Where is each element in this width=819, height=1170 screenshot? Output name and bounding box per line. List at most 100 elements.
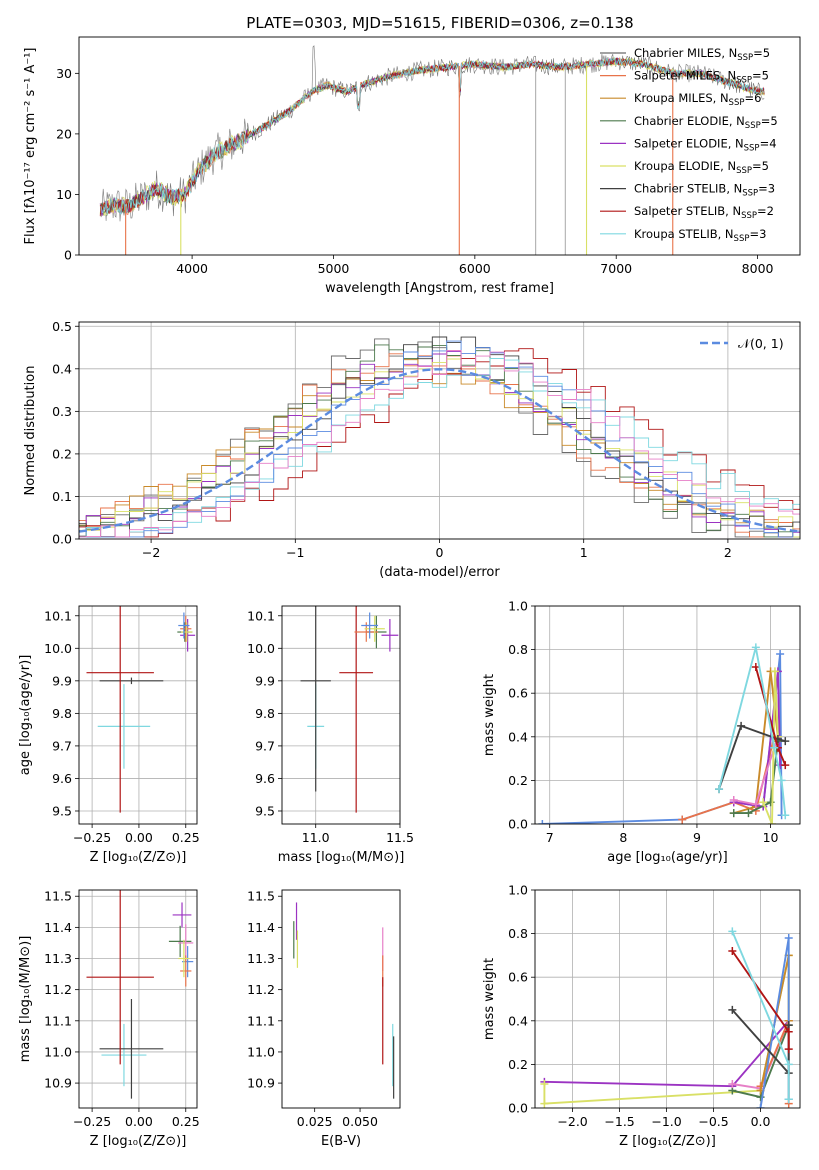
y-tick-label: 11.2 <box>247 982 275 997</box>
y-axis-label: mass weight <box>482 674 497 756</box>
weight-marker <box>715 785 724 794</box>
x-tick-label: 11.0 <box>302 830 330 845</box>
errorbar-point <box>339 606 374 813</box>
errorbar-point <box>97 684 151 769</box>
axes-frame <box>281 605 401 825</box>
weight-marker <box>678 815 687 824</box>
y-tick-label: 9.9 <box>255 673 275 688</box>
weight-series <box>542 653 783 824</box>
y-tick-label: 1.0 <box>508 883 528 898</box>
legend-label: Chabrier ELODIE, NSSP=5 <box>634 114 778 131</box>
x-tick-label: 6000 <box>459 261 491 276</box>
axes-frame <box>534 605 801 825</box>
weight-marker <box>784 1095 793 1104</box>
y-tick-label: 9.8 <box>255 706 275 721</box>
x-tick-label: 10 <box>763 830 779 845</box>
y-tick-label: 20 <box>56 126 72 141</box>
weight-series <box>759 937 790 1108</box>
y-tick-label: 11.1 <box>247 1013 275 1028</box>
x-tick-label: −1.5 <box>604 1114 634 1129</box>
weight-marker <box>781 811 790 820</box>
y-tick-label: 11.5 <box>247 889 275 904</box>
y-tick-label: 1.0 <box>508 599 528 614</box>
weight-marker <box>729 809 738 818</box>
weight-marker <box>770 667 779 676</box>
weight-marker <box>759 798 768 807</box>
x-axis-label: age [log₁₀(age/yr)] <box>607 850 728 865</box>
x-tick-label: 2 <box>724 545 732 560</box>
panel-age_vs_Z: −0.25 0.00 0.25 9.5 9.6 9.7 9.8 9.9 10.0 10.1 Z [l… <box>18 605 200 865</box>
weight-marker <box>770 743 779 752</box>
errorbar-point <box>178 612 190 639</box>
y-tick-label: 0.6 <box>508 970 528 985</box>
x-axis-label: Z [log₁₀(Z/Z⊙)] <box>90 850 187 865</box>
y-tick-label: 9.7 <box>255 738 275 753</box>
plot-area <box>293 902 395 1099</box>
histogram-series <box>79 353 800 538</box>
y-tick-label: 11.3 <box>247 951 275 966</box>
errorbar-point <box>172 902 192 928</box>
panel-mass_vs_Z: −0.25 0.00 0.25 10.9 11.0 11.1 11.2 11.3 11.4 11.… <box>18 889 200 1149</box>
weight-marker <box>751 643 760 652</box>
weight-marker <box>781 761 790 770</box>
x-axis-label: Z [log₁₀(Z/Z⊙)] <box>90 1134 187 1149</box>
weight-marker <box>728 1080 737 1089</box>
x-tick-label: 5000 <box>318 261 350 276</box>
legend-label: Salpeter STELIB, NSSP=2 <box>634 204 774 221</box>
histogram-series <box>79 336 800 538</box>
axes-frame <box>78 889 198 1109</box>
y-tick-label: 10.9 <box>247 1076 275 1091</box>
y-tick-label: 0.5 <box>52 319 72 334</box>
x-tick-label: 8000 <box>742 261 774 276</box>
y-tick-label: 0.2 <box>52 446 72 461</box>
y-axis-label: mass weight <box>482 958 497 1040</box>
y-tick-label: 10.9 <box>44 1076 72 1091</box>
x-tick-label: 11.5 <box>386 830 414 845</box>
y-tick-label: 11.0 <box>247 1044 275 1059</box>
x-tick-label: 0.00 <box>125 1114 153 1129</box>
plot-area <box>79 890 197 1108</box>
y-tick-label: 10.1 <box>44 608 72 623</box>
axes-frame <box>534 889 801 1109</box>
legend-label: Chabrier MILES, NSSP=5 <box>634 46 770 63</box>
x-tick-label: −1 <box>286 545 304 560</box>
x-tick-label: 7000 <box>600 261 632 276</box>
y-tick-label: 11.3 <box>44 951 72 966</box>
y-tick-label: 0.3 <box>52 404 72 419</box>
y-tick-label: 10 <box>56 187 72 202</box>
histogram-series <box>79 358 800 538</box>
x-axis-label: wavelength [Angstrom, rest frame] <box>325 281 554 296</box>
x-tick-label: 0.0 <box>751 1114 771 1129</box>
x-tick-label: 0.25 <box>172 830 200 845</box>
x-tick-label: 0.25 <box>172 1114 200 1129</box>
x-tick-label: 4000 <box>176 261 208 276</box>
legend-label: Salpeter ELODIE, NSSP=4 <box>634 136 777 153</box>
errorbar-point <box>101 1023 147 1087</box>
histogram-series <box>79 350 800 538</box>
y-tick-label: 0.0 <box>508 1101 528 1116</box>
x-tick-label: −0.25 <box>73 830 111 845</box>
weight-marker <box>751 800 760 809</box>
plot-area <box>535 890 800 1108</box>
y-tick-label: 0.4 <box>508 1013 528 1028</box>
weight-marker <box>784 1045 793 1054</box>
spectrum-line <box>100 56 765 215</box>
y-tick-label: 11.0 <box>44 1044 72 1059</box>
normal-curve <box>79 368 798 533</box>
x-tick-label: 0.025 <box>297 1114 333 1129</box>
legend-label: Chabrier STELIB, NSSP=3 <box>634 182 775 199</box>
y-tick-label: 11.4 <box>247 920 275 935</box>
errorbar-point <box>361 612 379 639</box>
errorbar-point <box>99 999 164 1099</box>
y-tick-label: 11.1 <box>44 1013 72 1028</box>
weight-marker <box>540 1080 549 1089</box>
x-axis-label: Z [log₁₀(Z/Z⊙)] <box>619 1134 716 1149</box>
weight-marker <box>777 776 786 785</box>
errorbar-point <box>180 615 192 642</box>
x-tick-label: −1.0 <box>651 1114 681 1129</box>
weight-marker <box>776 649 785 658</box>
y-tick-label: 0.4 <box>508 729 528 744</box>
errorbar-point <box>300 606 331 792</box>
weight-series <box>733 741 779 815</box>
